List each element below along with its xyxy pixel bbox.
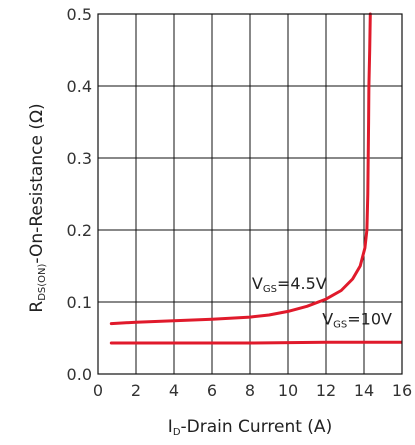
x-tick-label-0: 0 xyxy=(93,381,103,400)
series-label-vgs-10v-sub: GS xyxy=(333,319,347,330)
series-line-vgs-4-5v xyxy=(109,12,372,326)
series-label-vgs-4-5v-rest: =4.5V xyxy=(277,274,327,293)
y-axis-label: RDS(ON)-On-Resistance (Ω) xyxy=(27,103,48,312)
x-tick-label-14: 14 xyxy=(354,381,374,400)
series-label-vgs-10v-rest: =10V xyxy=(347,309,392,328)
series-layer xyxy=(109,12,402,345)
y-tick-label-0.4: 0.4 xyxy=(67,77,92,96)
x-tick-label-8: 8 xyxy=(245,381,255,400)
x-axis-label-main: I xyxy=(168,417,173,437)
x-tick-label-16: 16 xyxy=(392,381,412,400)
x-tick-label-6: 6 xyxy=(207,381,217,400)
series-label-vgs-10v-main: V xyxy=(322,309,333,328)
y-tick-label-0.2: 0.2 xyxy=(67,221,92,240)
plot-frame xyxy=(97,13,403,375)
x-tick-label-2: 2 xyxy=(131,381,141,400)
x-axis-label: ID-Drain Current (A) xyxy=(168,417,332,438)
y-tick-label-0.0: 0.0 xyxy=(67,365,92,384)
series-label-vgs-4-5v-main: V xyxy=(252,274,263,293)
y-tick-label-0.3: 0.3 xyxy=(67,149,92,168)
tick-layer: 0 2 4 6 8 10 12 14 16 0.0 0.1 0.2 0.3 0.4 0.5 xyxy=(67,5,413,400)
series-label-vgs-4-5v: VGS=4.5V xyxy=(252,274,327,295)
series-label-vgs-4-5v-sub: GS xyxy=(263,284,277,295)
y-axis-label-sub: DS(ON) xyxy=(37,263,48,300)
x-axis-label-sub: D xyxy=(173,427,181,438)
y-tick-label-0.5: 0.5 xyxy=(67,5,92,24)
x-tick-label-12: 12 xyxy=(316,381,336,400)
grid-layer xyxy=(98,14,402,374)
series-label-vgs-10v: VGS=10V xyxy=(322,309,392,330)
x-tick-label-10: 10 xyxy=(278,381,298,400)
y-tick-label-0.1: 0.1 xyxy=(67,293,92,312)
x-tick-label-4: 4 xyxy=(169,381,179,400)
y-axis-label-rest: -On-Resistance (Ω) xyxy=(27,103,47,263)
x-axis-label-rest: -Drain Current (A) xyxy=(181,417,333,437)
series-line-vgs-10v xyxy=(109,340,402,345)
y-axis-label-main: R xyxy=(27,301,47,313)
